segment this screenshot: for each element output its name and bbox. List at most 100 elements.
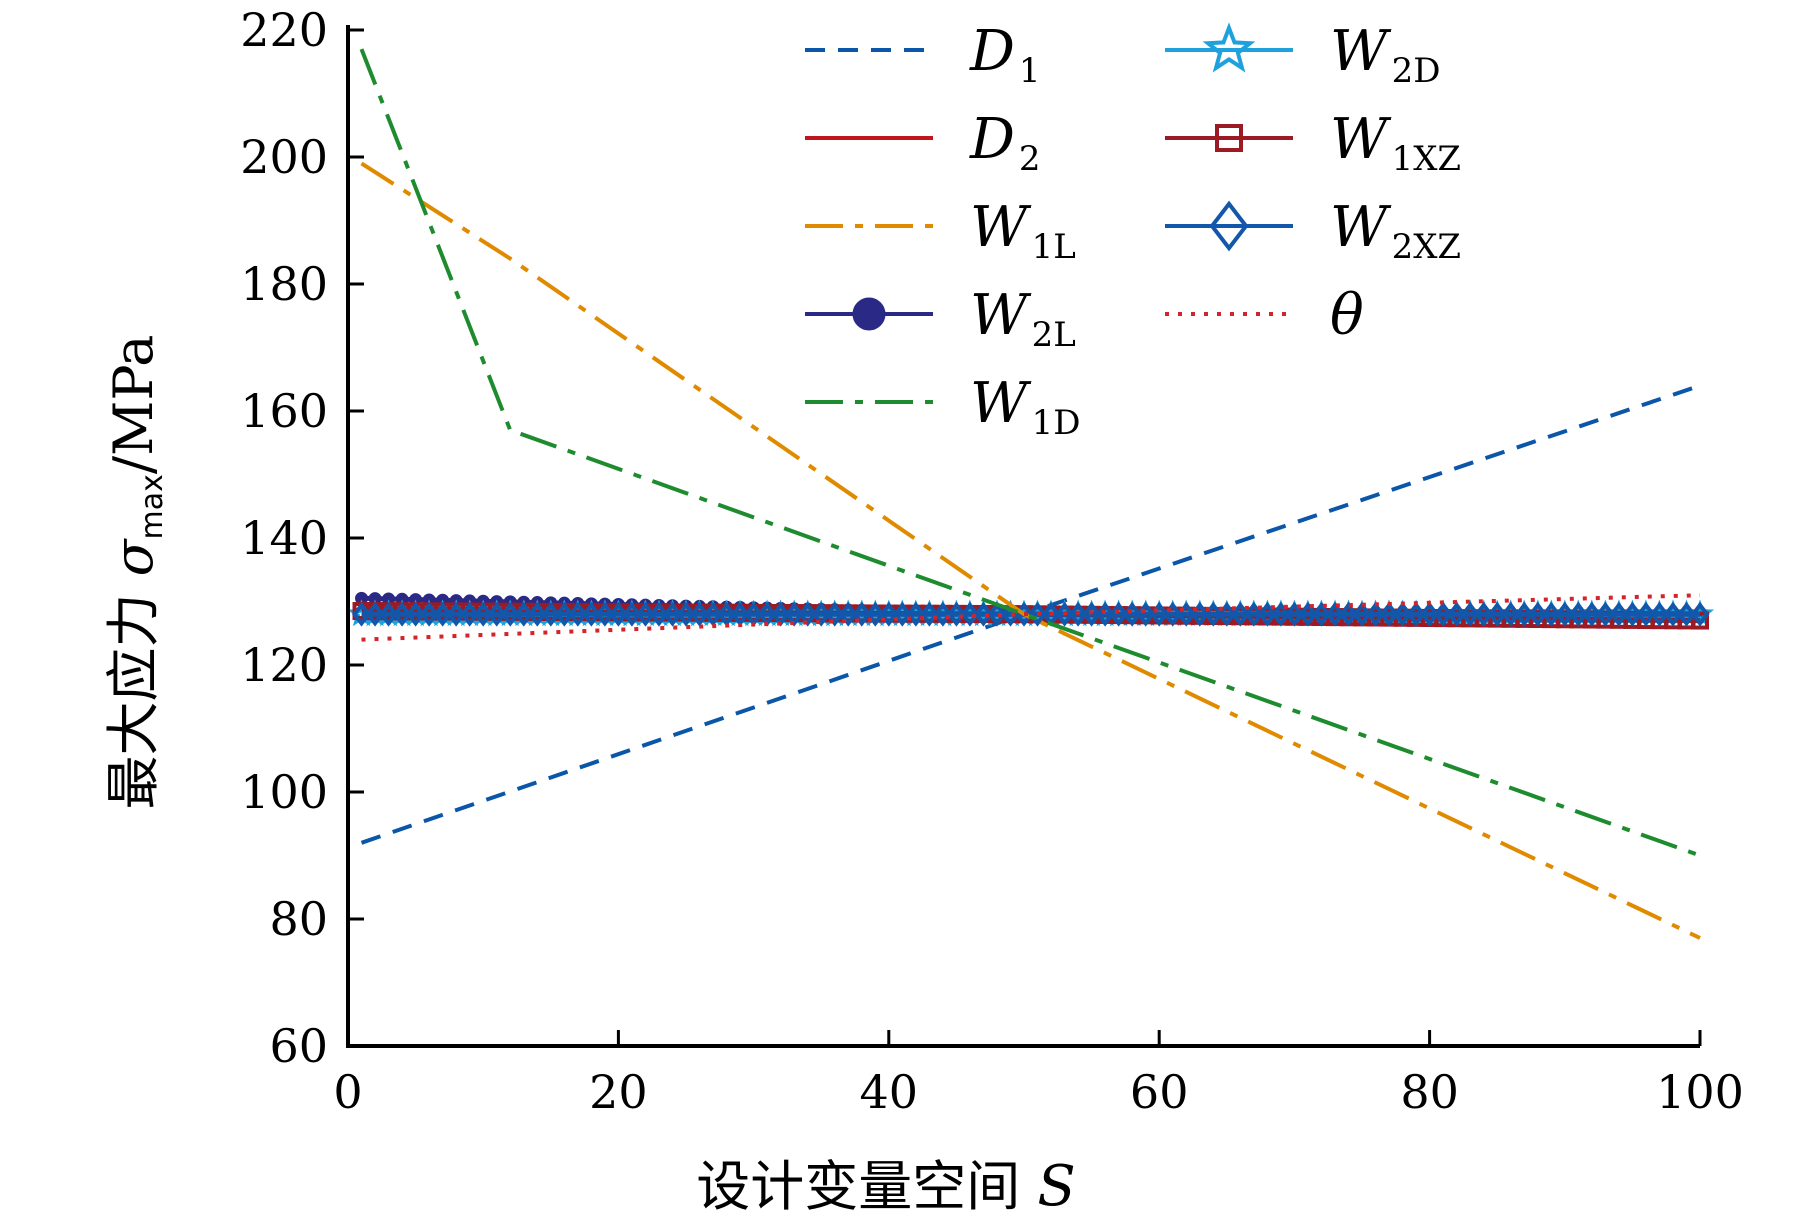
point-W2XZ [1244, 601, 1264, 627]
point-W2XZ [1487, 601, 1507, 627]
point-W2XZ [1460, 601, 1480, 627]
point-W2XZ [1095, 601, 1115, 627]
point-W2XZ [541, 601, 561, 627]
point-W2XZ [527, 601, 547, 627]
point-W2XZ [879, 601, 899, 627]
point-W2XZ [365, 601, 385, 627]
y-tick-label: 80 [269, 892, 328, 946]
point-W2XZ [892, 601, 912, 627]
point-W2XZ [1230, 601, 1250, 627]
legend-marker [1209, 200, 1249, 252]
point-W2XZ [554, 601, 574, 627]
legend-item-W1D: W 1D [805, 371, 1080, 443]
point-W2XZ [1284, 601, 1304, 627]
point-W2XZ [1595, 601, 1615, 627]
point-W2XZ [1109, 601, 1129, 627]
legend-item-W1XZ: W 1XZ [1165, 107, 1461, 179]
series-line-W1D [359, 48, 1701, 858]
x-tick-label: 20 [589, 1065, 648, 1119]
point-W2XZ [703, 601, 723, 627]
point-W2XZ [1055, 601, 1075, 627]
legend-marker [1215, 124, 1243, 152]
x-tick-label: 60 [1130, 1065, 1189, 1119]
point-W2XZ [406, 601, 426, 627]
legend-label: W 1L [970, 195, 1076, 267]
point-W2XZ [568, 601, 588, 627]
legend-label: θ [1330, 283, 1364, 348]
point-W2XZ [1257, 601, 1277, 627]
point-W2XZ [1690, 601, 1710, 627]
x-tick-label: 0 [333, 1065, 362, 1119]
point-W2XZ [595, 601, 615, 627]
point-W2XZ [1068, 601, 1088, 627]
point-W2XZ [622, 601, 642, 627]
point-W2XZ [1514, 601, 1534, 627]
point-W2XZ [1122, 601, 1142, 627]
point-W2XZ [635, 601, 655, 627]
point-W2XZ [1636, 601, 1656, 627]
point-W2XZ [1379, 601, 1399, 627]
legend-marker [852, 297, 886, 331]
point-W2XZ [1352, 601, 1372, 627]
y-tick-label: 200 [240, 130, 328, 184]
point-W2XZ [689, 601, 710, 627]
point-W2XZ [906, 601, 926, 627]
point-W2XZ [1622, 601, 1642, 627]
point-W2XZ [811, 601, 831, 627]
legend-marker [1202, 22, 1256, 73]
point-W2XZ [1501, 601, 1521, 627]
point-W2XZ [1325, 601, 1345, 627]
y-tick-label: 120 [240, 638, 328, 692]
point-W2XZ [1082, 601, 1102, 627]
point-W2XZ [1298, 601, 1318, 627]
point-W2XZ [460, 601, 480, 627]
point-W2XZ [676, 601, 696, 627]
point-W2XZ [1663, 601, 1683, 627]
point-W2XZ [960, 601, 980, 627]
point-W2XZ [798, 601, 818, 627]
legend-item-W2L: W 2L [805, 283, 1076, 355]
point-W2XZ [500, 601, 520, 627]
point-W2XZ [433, 601, 453, 627]
y-axis-title: 最大应力 σmax/MPa [102, 334, 170, 809]
point-W2XZ [1528, 601, 1548, 627]
point-W2XZ [1447, 601, 1467, 627]
point-W2XZ [1311, 601, 1331, 627]
point-W2XZ [419, 601, 439, 627]
axes: 0 20 40 60 80 100 60 80 100 120 140 160 180 200 220 [240, 3, 1744, 1119]
point-W2XZ [717, 601, 737, 627]
point-W2XZ [1217, 601, 1237, 627]
point-W2XZ [1420, 601, 1440, 627]
point-W2XZ [392, 601, 412, 627]
point-W2XZ [379, 601, 399, 627]
point-W2XZ [1568, 601, 1588, 627]
legend-label: W 2L [970, 283, 1076, 355]
point-W2XZ [1474, 601, 1494, 627]
point-W2XZ [1555, 601, 1575, 627]
point-W2XZ [514, 601, 534, 627]
point-W2XZ [1027, 601, 1048, 627]
point-W2XZ [919, 601, 939, 627]
point-W2XZ [487, 601, 507, 627]
point-W2XZ [1582, 601, 1602, 627]
legend-label: W 1XZ [1330, 107, 1461, 179]
x-tick-label: 100 [1656, 1065, 1744, 1119]
point-W2XZ [1609, 601, 1629, 627]
point-W2XZ [351, 601, 372, 627]
point-W2XZ [608, 601, 628, 627]
point-W2XZ [865, 601, 885, 627]
point-W2XZ [1203, 601, 1223, 627]
point-W2XZ [973, 601, 993, 627]
point-W2XZ [1271, 601, 1291, 627]
legend-item-W1L: W 1L [805, 195, 1076, 267]
point-W2XZ [946, 601, 966, 627]
x-axis-title: 设计变量空间 S [696, 1154, 1076, 1215]
legend-item-θ: θ [1165, 283, 1364, 348]
x-tick-label: 80 [1400, 1065, 1459, 1119]
point-W2XZ [838, 601, 858, 627]
